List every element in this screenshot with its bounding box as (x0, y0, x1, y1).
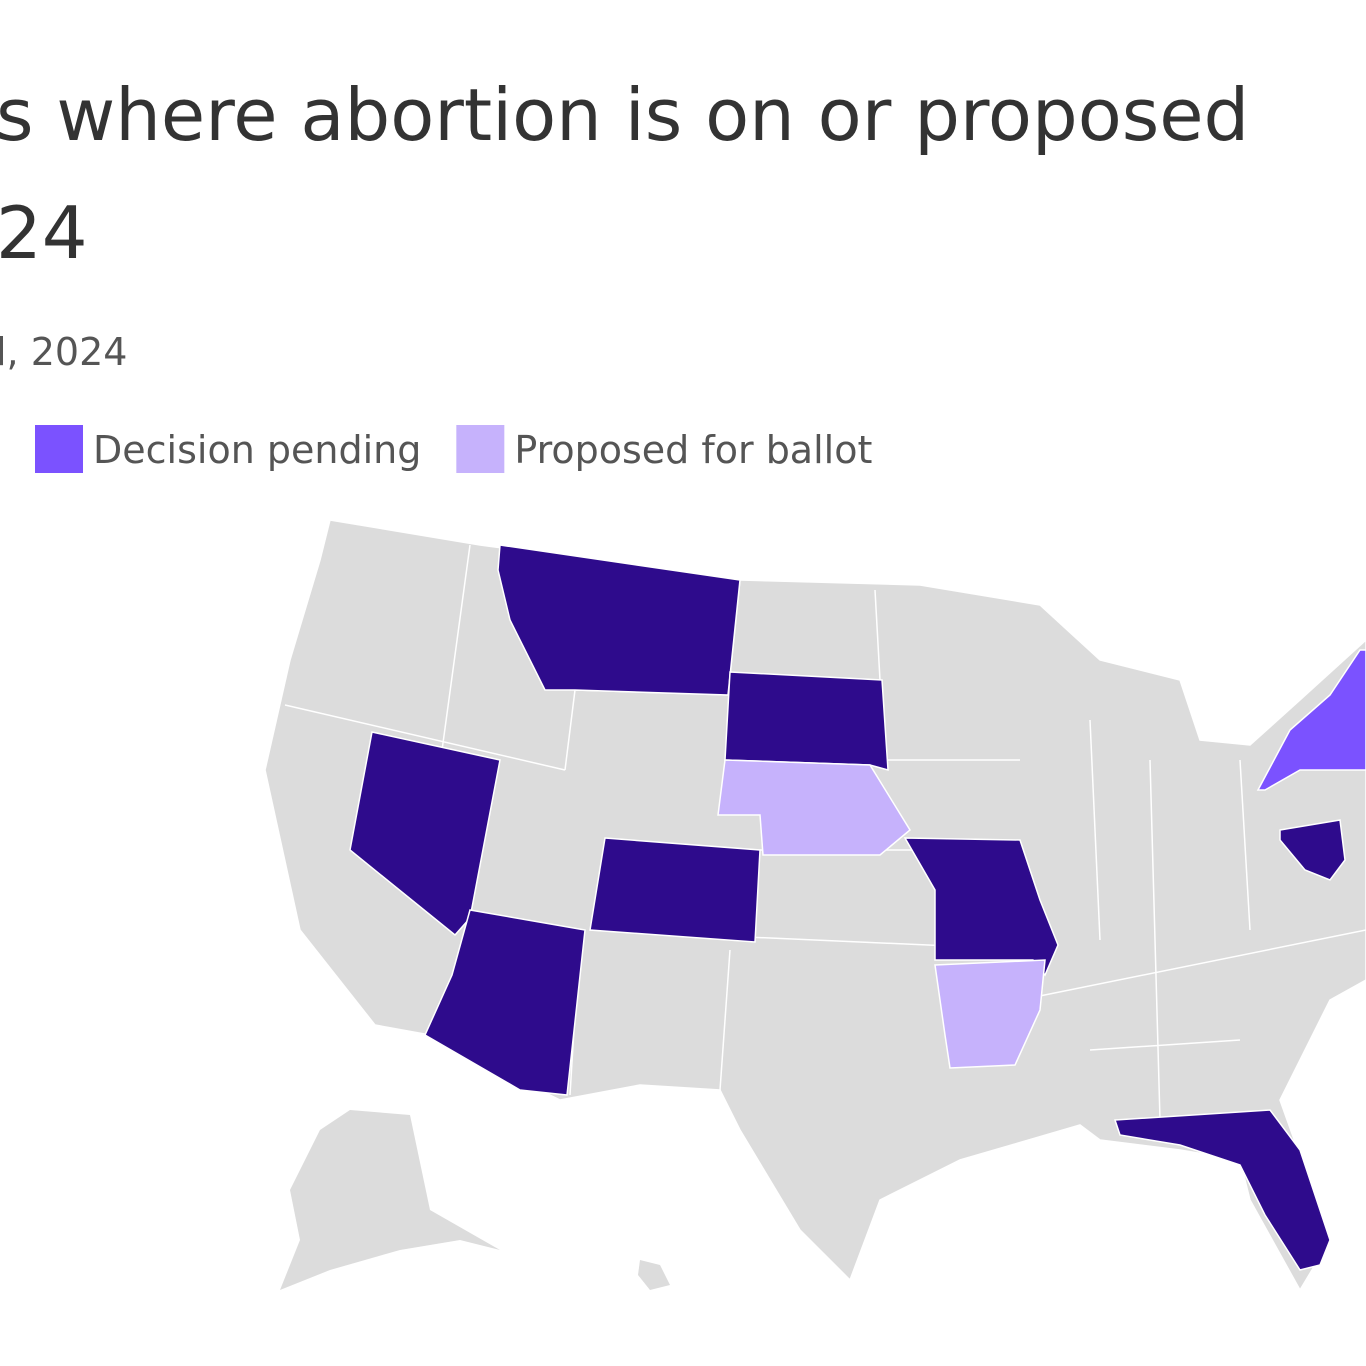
state-south-dakota (724, 671, 889, 772)
alaska (280, 1110, 500, 1290)
title-line: s where abortion is on or proposed (0, 73, 1249, 157)
state-arizona (424, 909, 586, 1096)
us-map (264, 519, 1366, 1292)
state-new-york (1256, 649, 1366, 791)
state-florida (1113, 1109, 1331, 1271)
subtitle: l, 2024 (0, 330, 127, 374)
state-montana (497, 544, 741, 696)
title-line: 24 (0, 191, 88, 275)
legend-swatch (456, 425, 505, 473)
legend-label: Proposed for ballot (514, 428, 872, 472)
state-nevada (349, 731, 501, 937)
hawaii (638, 1260, 670, 1290)
legend-swatch (35, 425, 83, 473)
state-maryland (1279, 819, 1346, 881)
state-arkansas (934, 959, 1046, 1069)
state-colorado (589, 837, 761, 943)
legend-label: Decision pending (93, 428, 421, 472)
state-nebraska (717, 759, 911, 856)
legend: Decision pending Proposed for ballot (35, 425, 872, 473)
state-missouri (903, 837, 1059, 977)
